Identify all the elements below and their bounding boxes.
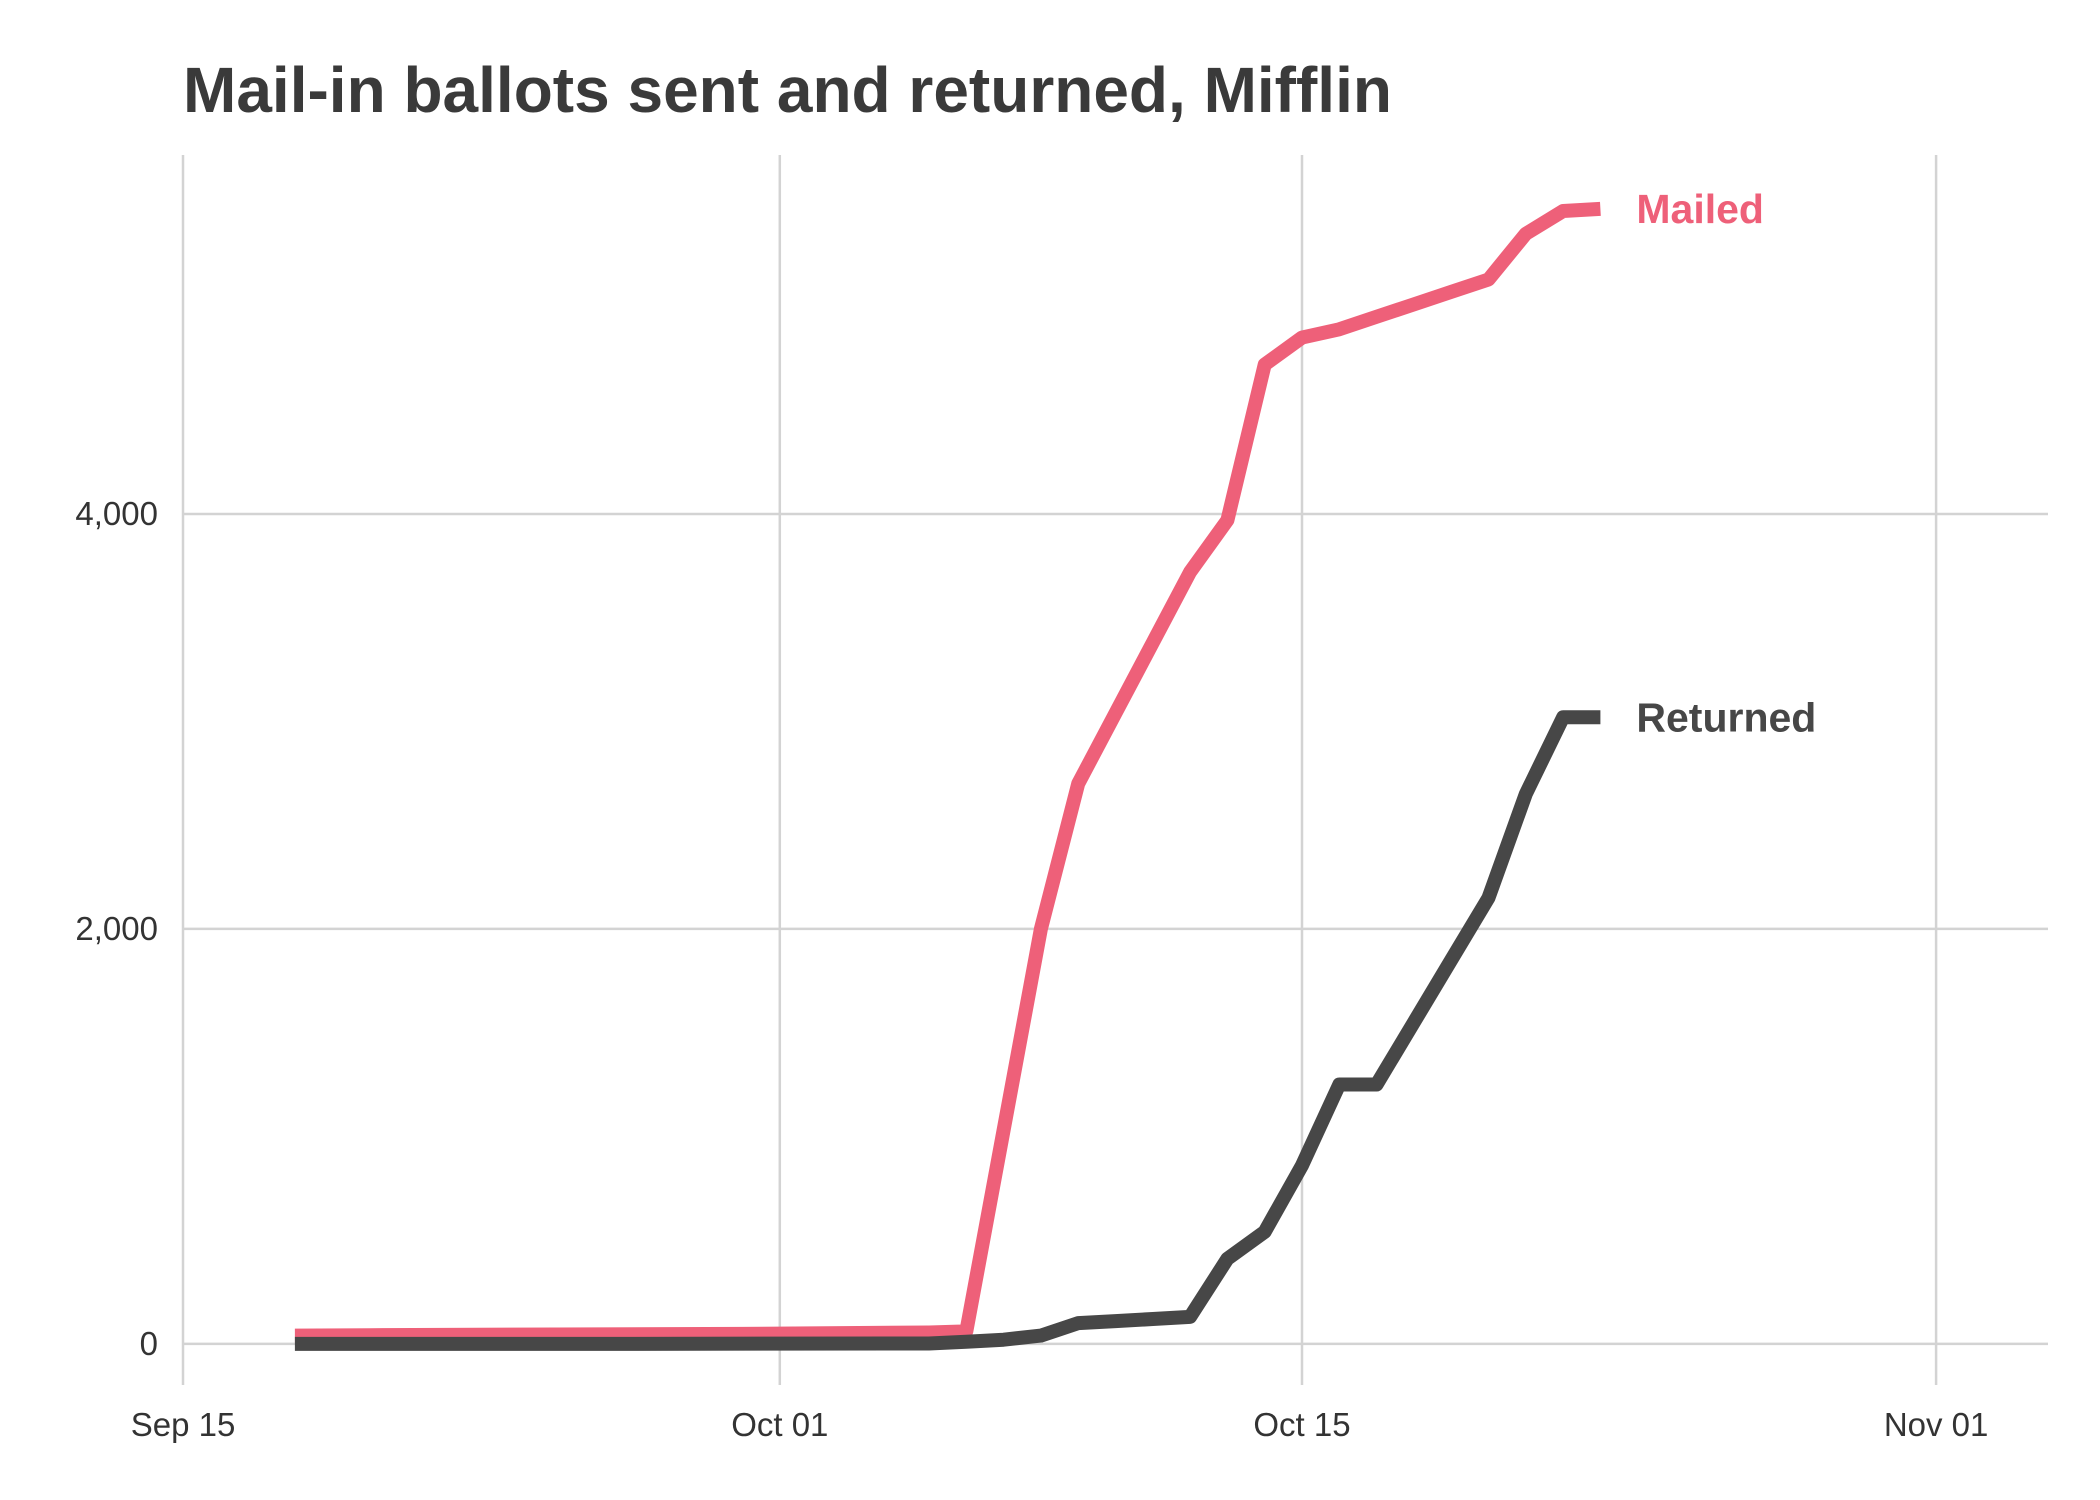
- label-layer: Mailed Returned: [1636, 186, 1816, 740]
- y-tick-label-2: 4,000: [75, 495, 158, 532]
- y-tick-label-0: 0: [140, 1325, 158, 1362]
- series-label-mailed: Mailed: [1636, 186, 1764, 232]
- chart-title: Mail-in ballots sent and returned, Miffl…: [183, 54, 1392, 126]
- x-tick-label-0: Sep 15: [131, 1406, 236, 1443]
- series-layer: [295, 209, 1601, 1344]
- series-label-returned: Returned: [1636, 694, 1816, 740]
- x-tick-label-2: Oct 15: [1253, 1406, 1350, 1443]
- series-line-mailed: [295, 209, 1601, 1336]
- x-tick-label-3: Nov 01: [1884, 1406, 1989, 1443]
- grid-layer: [183, 155, 2048, 1385]
- series-line-returned: [295, 717, 1601, 1344]
- y-tick-label-1: 2,000: [75, 910, 158, 947]
- x-tick-label-1: Oct 01: [731, 1406, 828, 1443]
